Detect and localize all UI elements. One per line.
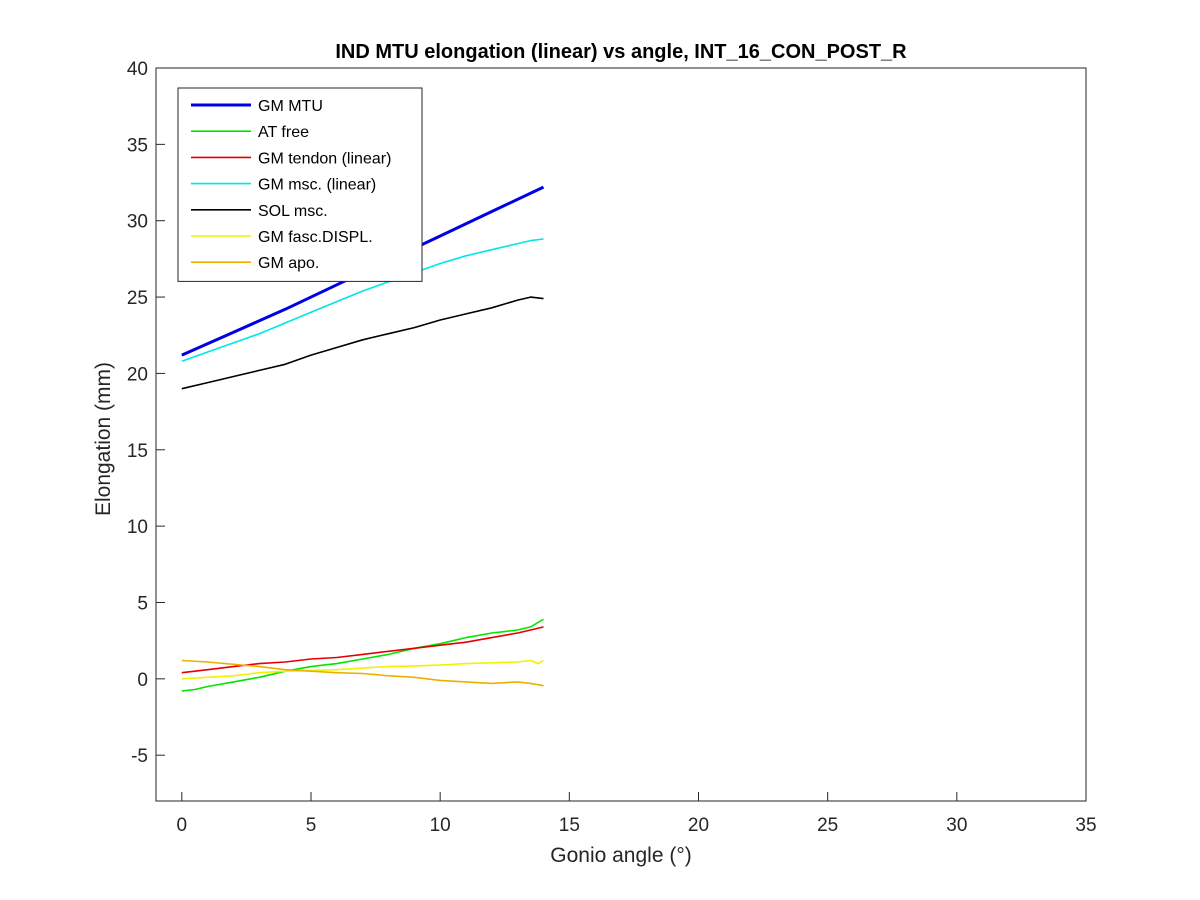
- y-tick-label: 10: [127, 517, 148, 538]
- legend-entry-gm-mtu: GM MTU: [258, 98, 323, 115]
- axes-box: [155, 67, 1087, 802]
- x-tick-label: 5: [306, 815, 317, 836]
- x-tick-label: 30: [946, 815, 967, 836]
- legend-entry-sol-msc: SOL msc.: [258, 203, 328, 220]
- y-tick-label: 30: [127, 212, 148, 233]
- y-tick-label: 25: [127, 288, 148, 309]
- series-line-gm-msc-linear: [181, 238, 544, 362]
- y-tick-label: -5: [131, 746, 148, 767]
- x-tick-label: 25: [817, 815, 838, 836]
- legend-entry-at-free: AT free: [258, 124, 309, 141]
- x-axis-label: Gonio angle (°): [550, 844, 691, 867]
- legend: GM MTU AT free GM tendon (linear) GM msc. (…: [177, 87, 423, 282]
- series-line-gm-fasc-displ: [181, 659, 544, 680]
- y-tick-label: 15: [127, 441, 148, 462]
- y-tick-label: 0: [137, 670, 148, 691]
- legend-box: [177, 87, 423, 282]
- legend-entry-gm-msc-linear: GM msc. (linear): [258, 177, 376, 194]
- y-tick-label: 5: [137, 593, 148, 614]
- x-tick-label: 20: [688, 815, 709, 836]
- x-tick-label: 10: [430, 815, 451, 836]
- series-line-at-free: [181, 618, 544, 692]
- y-axis-label: Elongation (mm): [92, 362, 115, 516]
- y-tick-label: 35: [127, 135, 148, 156]
- chart-title: IND MTU elongation (linear) vs angle, IN…: [335, 41, 907, 63]
- series-line-gm-apo: [181, 659, 544, 687]
- legend-entry-gm-apo: GM apo.: [258, 255, 319, 272]
- x-tick-label: 0: [177, 815, 188, 836]
- x-tick-label: 35: [1075, 815, 1096, 836]
- x-tick-label: 15: [559, 815, 580, 836]
- y-tick-label: 20: [127, 364, 148, 385]
- legend-entry-gm-tendon-linear: GM tendon (linear): [258, 150, 391, 167]
- series-line-sol-msc: [181, 296, 544, 390]
- y-tick-label: 40: [127, 59, 148, 80]
- legend-entry-gm-fasc-displ: GM fasc.DISPL.: [258, 229, 373, 246]
